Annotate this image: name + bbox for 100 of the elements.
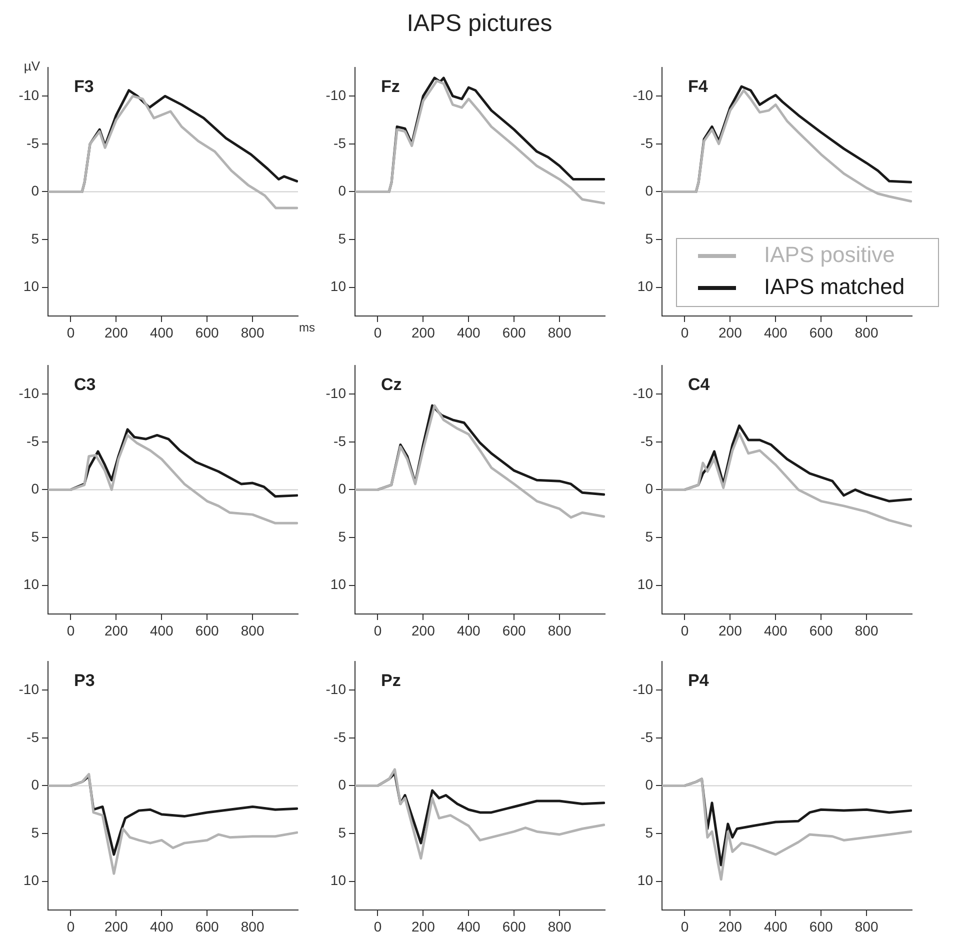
x-tick-label: 600 [502, 324, 526, 340]
x-tick-label: 200 [104, 622, 128, 638]
x-tick-label: 600 [809, 622, 833, 638]
x-tick-label: 400 [456, 918, 481, 934]
x-tick-label: 0 [66, 324, 75, 340]
y-tick-label: -5 [334, 728, 346, 745]
x-tick-label: 0 [374, 918, 382, 934]
y-tick-label: 5 [338, 528, 346, 544]
x-tick-label: 800 [854, 622, 878, 638]
x-tick-label: 800 [854, 324, 878, 340]
x-tick-label: 800 [240, 622, 264, 638]
x-tick-label: 400 [764, 324, 788, 340]
x-tick-label: 800 [548, 324, 572, 340]
y-tick-label: 0 [31, 480, 40, 497]
y-tick-label: -10 [18, 86, 40, 103]
x-tick-label: 800 [548, 622, 572, 638]
x-tick-label: 400 [150, 918, 174, 934]
y-tick-label: 0 [645, 480, 654, 497]
x-tick-label: 600 [809, 324, 833, 340]
y-tick-label: 10 [330, 576, 346, 592]
text: Fz [381, 77, 400, 96]
text: P4 [688, 671, 710, 690]
x-tick-label: 600 [809, 918, 833, 934]
y-tick-label: 0 [338, 182, 346, 199]
y-tick-label: -10 [632, 680, 654, 697]
y-axis-title: µV [24, 58, 40, 74]
x-tick-label: 200 [412, 918, 436, 934]
y-tick-label: 5 [338, 230, 346, 246]
x-tick-label: 800 [854, 918, 878, 934]
y-tick-label: -10 [326, 86, 346, 103]
y-tick-label: -10 [18, 680, 40, 697]
x-tick-label: 800 [240, 918, 264, 934]
x-tick-label: 400 [150, 324, 174, 340]
y-tick-label: -5 [640, 134, 654, 151]
y-tick-label: -5 [26, 134, 40, 151]
y-tick-label: -5 [334, 134, 346, 151]
x-tick-label: 400 [764, 622, 788, 638]
y-tick-label: 0 [31, 776, 40, 793]
y-tick-label: -10 [326, 384, 346, 401]
y-tick-label: 10 [23, 278, 40, 294]
y-tick-label: 10 [330, 278, 346, 294]
y-tick-label: 5 [338, 824, 346, 840]
y-tick-label: 0 [338, 480, 346, 497]
text: F4 [688, 77, 708, 96]
x-tick-label: 600 [502, 622, 526, 638]
x-tick-label: 800 [240, 324, 264, 340]
x-tick-label: 0 [680, 918, 689, 934]
x-tick-label: 400 [150, 622, 174, 638]
y-tick-label: -5 [640, 728, 654, 745]
x-tick-label: 400 [764, 918, 788, 934]
x-tick-label: 0 [680, 324, 689, 340]
y-tick-label: 5 [31, 824, 40, 840]
y-tick-label: 10 [637, 576, 654, 592]
y-tick-label: -10 [18, 384, 40, 401]
x-tick-label: 200 [718, 622, 742, 638]
x-tick-label: 0 [374, 622, 382, 638]
y-tick-label: 5 [645, 230, 654, 246]
y-tick-label: 5 [31, 230, 40, 246]
x-tick-label: 0 [66, 918, 75, 934]
y-tick-label: 5 [645, 824, 654, 840]
y-tick-label: -10 [326, 680, 346, 697]
y-tick-label: -5 [334, 432, 346, 449]
x-tick-label: 400 [456, 622, 481, 638]
text: Pz [381, 671, 401, 690]
text: IAPS pictures [406, 10, 554, 38]
y-tick-label: 10 [637, 278, 654, 294]
x-tick-label: 600 [195, 324, 219, 340]
y-tick-label: -10 [632, 384, 654, 401]
x-tick-label: 200 [412, 622, 436, 638]
x-tick-label: 0 [374, 324, 382, 340]
x-tick-label: 200 [718, 918, 742, 934]
y-tick-label: 5 [645, 528, 654, 544]
x-tick-label: 200 [412, 324, 436, 340]
y-tick-label: 10 [330, 872, 346, 888]
x-tick-label: 400 [456, 324, 481, 340]
x-tick-label: 200 [104, 918, 128, 934]
legend-label: IAPS matched [764, 274, 905, 300]
y-tick-label: -5 [640, 432, 654, 449]
y-tick-label: -5 [26, 432, 40, 449]
x-tick-label: 600 [195, 622, 219, 638]
x-tick-label: 200 [718, 324, 742, 340]
x-tick-label: 600 [502, 918, 526, 934]
x-tick-label: 600 [195, 918, 219, 934]
text: F3 [74, 77, 94, 96]
text: C3 [74, 375, 96, 394]
legend-label: IAPS positive [764, 242, 895, 268]
x-tick-label: 800 [548, 918, 572, 934]
text: P3 [74, 671, 95, 690]
x-tick-label: 0 [680, 622, 689, 638]
y-tick-label: 0 [645, 182, 654, 199]
y-tick-label: 0 [31, 182, 40, 199]
y-tick-label: 10 [23, 872, 40, 888]
y-tick-label: -10 [632, 86, 654, 103]
x-tick-label: 0 [66, 622, 75, 638]
x-tick-label: 200 [104, 324, 128, 340]
y-tick-label: -5 [26, 728, 40, 745]
x-axis-title: ms [299, 320, 315, 334]
y-tick-label: 5 [31, 528, 40, 544]
text: Cz [381, 375, 402, 394]
text: C4 [688, 375, 710, 394]
